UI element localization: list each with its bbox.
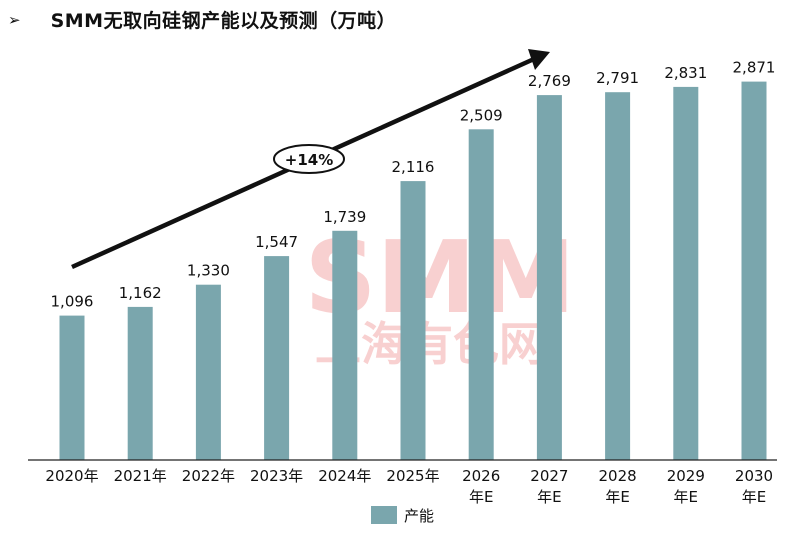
- value-label-6: 2,509: [460, 106, 503, 124]
- x-tick-label-1: 2021年: [114, 467, 167, 485]
- x-tick-label-7: 2027 年E: [530, 467, 568, 506]
- x-tick-label-3: 2023年: [250, 467, 303, 485]
- bar-4: [332, 230, 358, 460]
- legend-label: 产能: [404, 507, 434, 525]
- title-row: ➢ SMM无取向硅钢产能以及预测（万吨）: [8, 6, 396, 33]
- value-label-4: 1,739: [323, 208, 366, 226]
- x-tick-label-6: 2026 年E: [462, 467, 500, 506]
- bar-2: [195, 284, 221, 460]
- x-tick-labels: 2020年 2021年 2022年 2023年 2024年 2025年 2026 年E 2027…: [45, 467, 773, 506]
- growth-badge-text: +14%: [285, 151, 333, 169]
- x-tick-label-9: 2029 年E: [667, 467, 705, 506]
- bar-8: [605, 92, 631, 460]
- legend-swatch: [371, 506, 397, 524]
- value-labels: 1,096 1,162 1,330 1,547 1,739 2,116 2,509 2,769…: [51, 59, 776, 311]
- value-label-8: 2,791: [596, 69, 639, 87]
- value-label-10: 2,871: [733, 59, 776, 77]
- x-tick-label-8: 2028 年E: [599, 467, 637, 506]
- value-label-1: 1,162: [119, 284, 162, 302]
- bar-0: [59, 315, 85, 460]
- x-tick-label-5: 2025年: [386, 467, 439, 485]
- bar-10: [741, 81, 767, 460]
- value-label-0: 1,096: [51, 293, 94, 311]
- bar-7: [536, 95, 562, 460]
- bar-6: [468, 129, 494, 461]
- bars: [59, 81, 767, 461]
- value-label-7: 2,769: [528, 72, 571, 90]
- bar-1: [127, 306, 153, 460]
- value-label-3: 1,547: [255, 233, 298, 251]
- bar-3: [264, 256, 290, 460]
- bar-5: [400, 181, 426, 460]
- growth-badge-ellipse: [273, 144, 345, 174]
- trend-arrow-head-icon: [528, 49, 550, 70]
- bar-9: [673, 86, 699, 461]
- x-tick-label-0: 2020年: [45, 467, 98, 485]
- x-tick-label-4: 2024年: [318, 467, 371, 485]
- value-label-9: 2,831: [664, 64, 707, 82]
- x-tick-label-10: 2030 年E: [735, 467, 773, 506]
- value-label-5: 2,116: [392, 158, 435, 176]
- arrow-bullet-icon: ➢: [8, 10, 21, 29]
- value-label-2: 1,330: [187, 262, 230, 280]
- x-tick-label-2: 2022年: [182, 467, 235, 485]
- chart-title: SMM无取向硅钢产能以及预测（万吨）: [50, 10, 397, 32]
- growth-badge: +14%: [273, 144, 345, 174]
- legend: 产能: [371, 506, 434, 525]
